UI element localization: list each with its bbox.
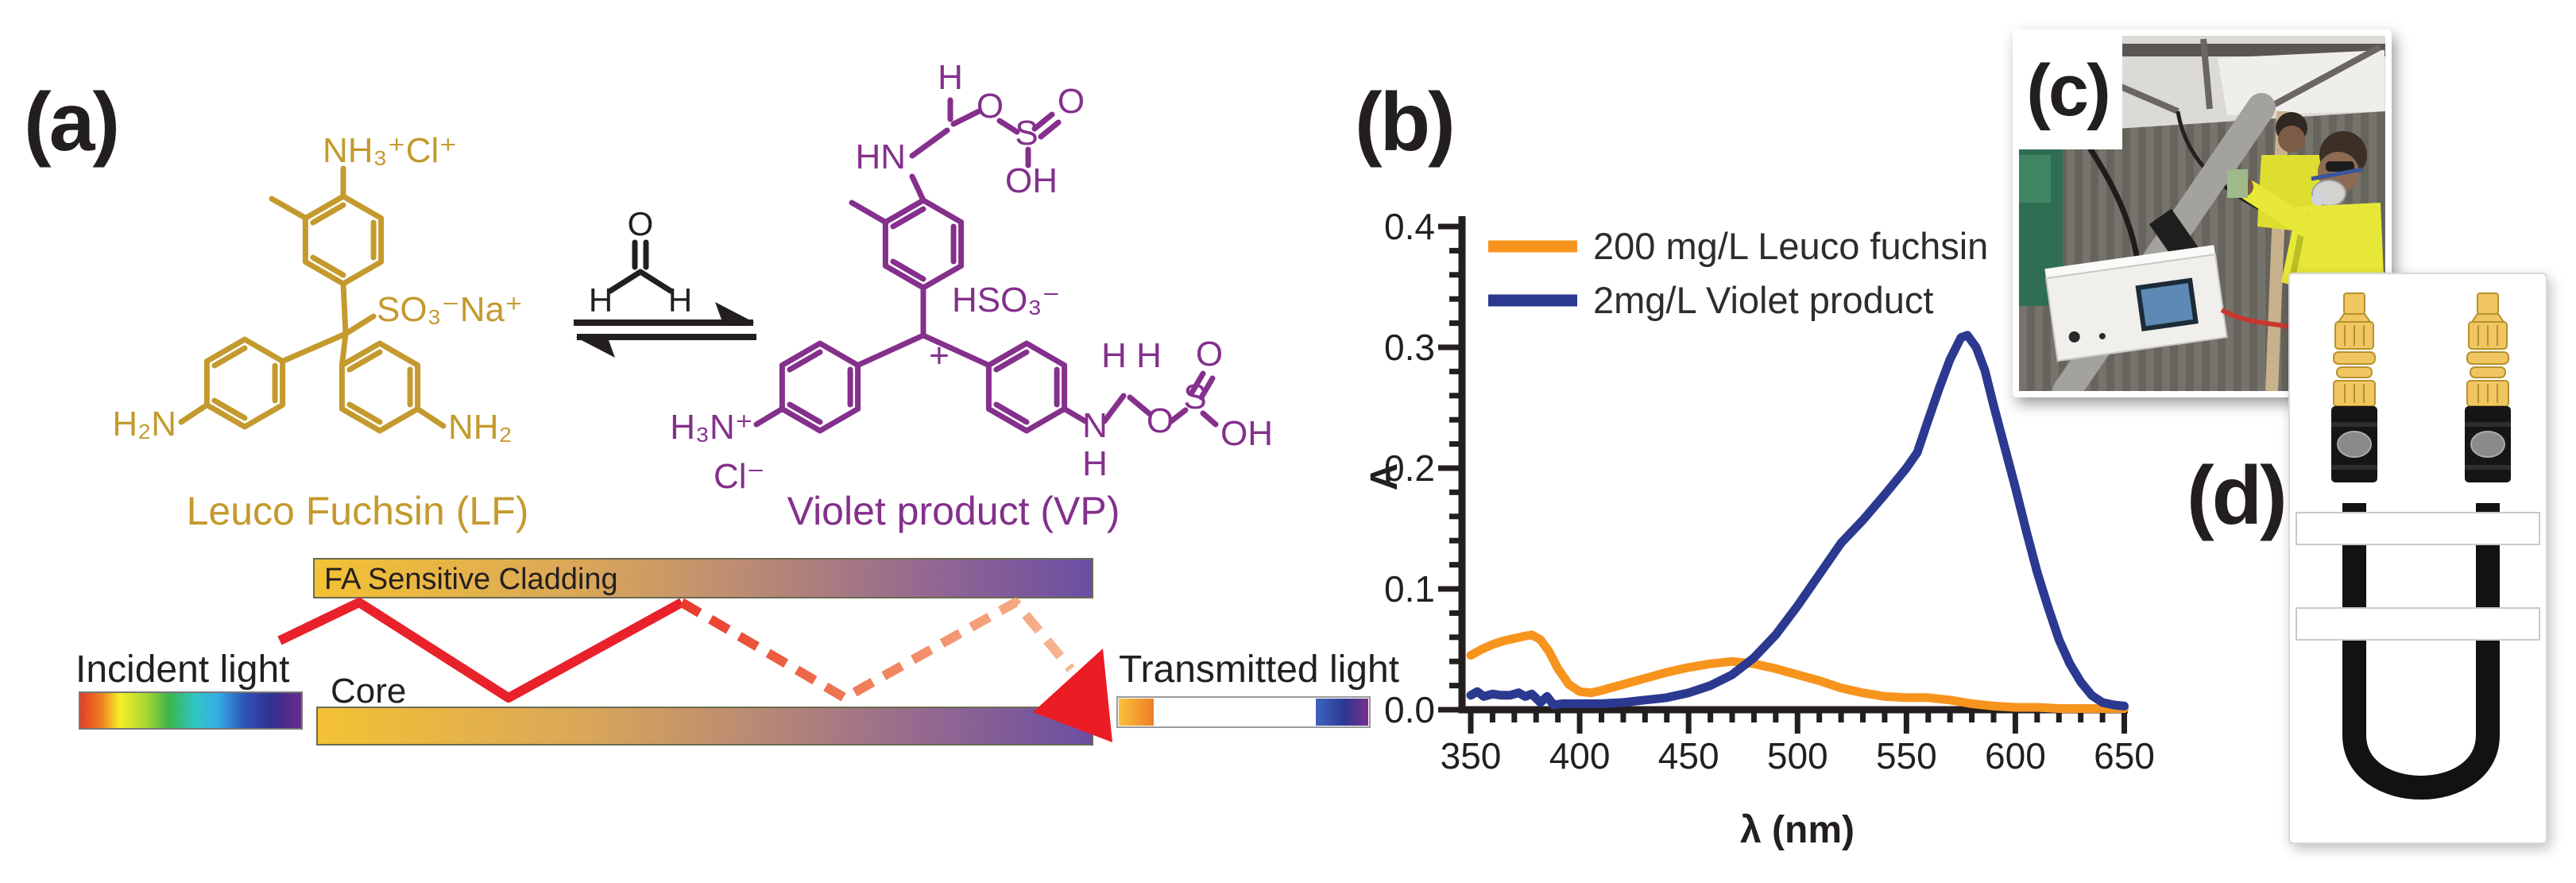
vp-charge-label: + bbox=[929, 336, 950, 375]
svg-text:0.1: 0.1 bbox=[1384, 568, 1435, 610]
fiber-schematic: FA Sensitive Cladding Core Incident ligh… bbox=[75, 558, 1399, 746]
panel-c-label: (c) bbox=[2026, 49, 2110, 131]
vp-h-gem-2-label: H bbox=[1136, 336, 1162, 375]
vp-atom-labels: HN H O S O OH HSO₃⁻ + H₃N⁺ Cl⁻ N H H H O… bbox=[670, 58, 1273, 533]
svg-text:450: 450 bbox=[1658, 735, 1719, 776]
svg-text:600: 600 bbox=[1985, 735, 2046, 776]
vp-skeleton bbox=[753, 97, 1219, 434]
vp-h-top-label: H bbox=[938, 58, 963, 97]
lf-name: Leuco Fuchsin (LF) bbox=[187, 489, 529, 533]
connector-right bbox=[2466, 292, 2509, 407]
x-axis-label: λ (nm) bbox=[1740, 809, 1855, 851]
vp-o-dbl-bottom-label: O bbox=[1196, 335, 1223, 374]
incident-light-label: Incident light bbox=[75, 649, 290, 691]
green-equipment-panel bbox=[2019, 155, 2051, 203]
spectrum-chart: 350 400 450 500 550 600 650 0.0 0.1 0.2 0.3 0.4 λ (n… bbox=[1351, 191, 2185, 883]
svg-text:550: 550 bbox=[1876, 735, 1937, 776]
lf-amine-right-label: NH₂ bbox=[448, 408, 512, 447]
panel-c-label-box: (c) bbox=[2013, 32, 2122, 149]
probe-cable bbox=[2342, 503, 2500, 800]
formaldehyde-o-label: O bbox=[628, 205, 654, 242]
transmitted-light-label: Transmitted light bbox=[1119, 649, 1399, 691]
formaldehyde-labels: O H H bbox=[589, 205, 692, 319]
vp-hso3-label: HSO₃⁻ bbox=[952, 281, 1061, 320]
fiber-core-bar bbox=[316, 707, 1093, 746]
worker-arm bbox=[2239, 180, 2315, 237]
vp-oh-top-label: OH bbox=[1005, 161, 1058, 200]
svg-text:0.2: 0.2 bbox=[1384, 447, 1435, 489]
fiber-cladding-label: FA Sensitive Cladding bbox=[324, 563, 618, 596]
vp-cl-label: Cl⁻ bbox=[714, 457, 765, 496]
vp-s-bottom-label: S bbox=[1183, 378, 1206, 416]
series-line-2 bbox=[1466, 331, 2129, 711]
held-tool bbox=[2227, 169, 2248, 198]
lf-sulfonate-label: SO₃⁻Na⁺ bbox=[377, 290, 523, 329]
svg-text:650: 650 bbox=[2094, 735, 2155, 776]
svg-text:350: 350 bbox=[1441, 735, 1502, 776]
formaldehyde-structure bbox=[607, 239, 674, 294]
light-ray-solid bbox=[277, 598, 684, 703]
spectrum-chart-svg: 350 400 450 500 550 600 650 0.0 0.1 0.2 0.3 0.4 λ (n… bbox=[1363, 206, 2155, 851]
panel-b-label: (b) bbox=[1355, 76, 1456, 168]
panel-d-label: (d) bbox=[2187, 450, 2288, 542]
formaldehyde-h-right-label: H bbox=[668, 281, 692, 319]
probe-strap-top bbox=[2296, 512, 2540, 545]
incident-spectrum-bar bbox=[79, 691, 303, 730]
vp-h3n-label: H₃N⁺ bbox=[670, 408, 753, 447]
lf-atom-labels: NH₃⁺Cl⁺ SO₃⁻Na⁺ H₂N NH₂ Leuco Fuchsin (L… bbox=[112, 131, 528, 533]
lf-amine-left-label: H₂N bbox=[112, 405, 176, 443]
transmitted-arrowhead bbox=[1033, 649, 1112, 742]
vp-o-ether-top-label: O bbox=[977, 87, 1004, 126]
vp-o-dbl-top-label: O bbox=[1058, 82, 1085, 121]
panel-a-scheme: NH₃⁺Cl⁺ SO₃⁻Na⁺ H₂N NH₂ Leuco Fuchsin (L… bbox=[75, 58, 1399, 746]
vp-n-bottom-label: N bbox=[1082, 406, 1108, 445]
fiber-probe-card bbox=[2288, 273, 2547, 844]
legend-label-1: 200 mg/L Leuco fuchsin bbox=[1593, 225, 1988, 267]
vp-h-under-n-label: H bbox=[1082, 444, 1108, 483]
panel-a-label: (a) bbox=[24, 76, 120, 168]
svg-text:0.3: 0.3 bbox=[1384, 327, 1435, 368]
transmitted-spectrum-bar bbox=[1116, 696, 1371, 728]
vp-o-ether-bottom-label: O bbox=[1147, 401, 1174, 440]
mask-strap bbox=[2311, 167, 2363, 181]
connector-right-body bbox=[2465, 406, 2511, 482]
instrument-box bbox=[2044, 245, 2228, 362]
formaldehyde-h-left-label: H bbox=[589, 281, 613, 319]
series-line-1 bbox=[1466, 630, 2129, 713]
safety-glasses bbox=[2326, 161, 2354, 172]
equilibrium-arrows bbox=[574, 302, 756, 358]
connector-left-body bbox=[2331, 406, 2377, 482]
light-ray-dashed bbox=[679, 598, 1075, 703]
tick-labels: 350 400 450 500 550 600 650 0.0 0.1 0.2 0.3 0.4 bbox=[1384, 206, 2155, 776]
vp-s-top-label: S bbox=[1015, 114, 1038, 153]
vp-hn-label: HN bbox=[855, 137, 906, 176]
lf-amine-top-label: NH₃⁺Cl⁺ bbox=[323, 131, 457, 170]
svg-text:500: 500 bbox=[1767, 735, 1828, 776]
vp-h-gem-1-label: H bbox=[1101, 336, 1127, 375]
connector-left bbox=[2333, 292, 2376, 407]
fiber-core-label: Core bbox=[331, 672, 406, 711]
fiber-probe-drawing bbox=[2296, 292, 2540, 800]
y-axis-label: A bbox=[1363, 463, 1406, 491]
svg-text:0.4: 0.4 bbox=[1384, 206, 1435, 247]
probe-strap-bottom bbox=[2296, 607, 2540, 641]
y-ticks bbox=[1438, 223, 1462, 713]
svg-text:0.0: 0.0 bbox=[1384, 689, 1435, 730]
vp-name: Violet product (VP) bbox=[787, 489, 1120, 533]
vp-oh-bottom-label: OH bbox=[1220, 414, 1273, 453]
svg-text:400: 400 bbox=[1549, 735, 1611, 776]
fiber-cladding-bar bbox=[313, 558, 1093, 598]
legend-label-2: 2mg/L Violet product bbox=[1593, 279, 1934, 321]
lf-skeleton bbox=[178, 165, 447, 434]
